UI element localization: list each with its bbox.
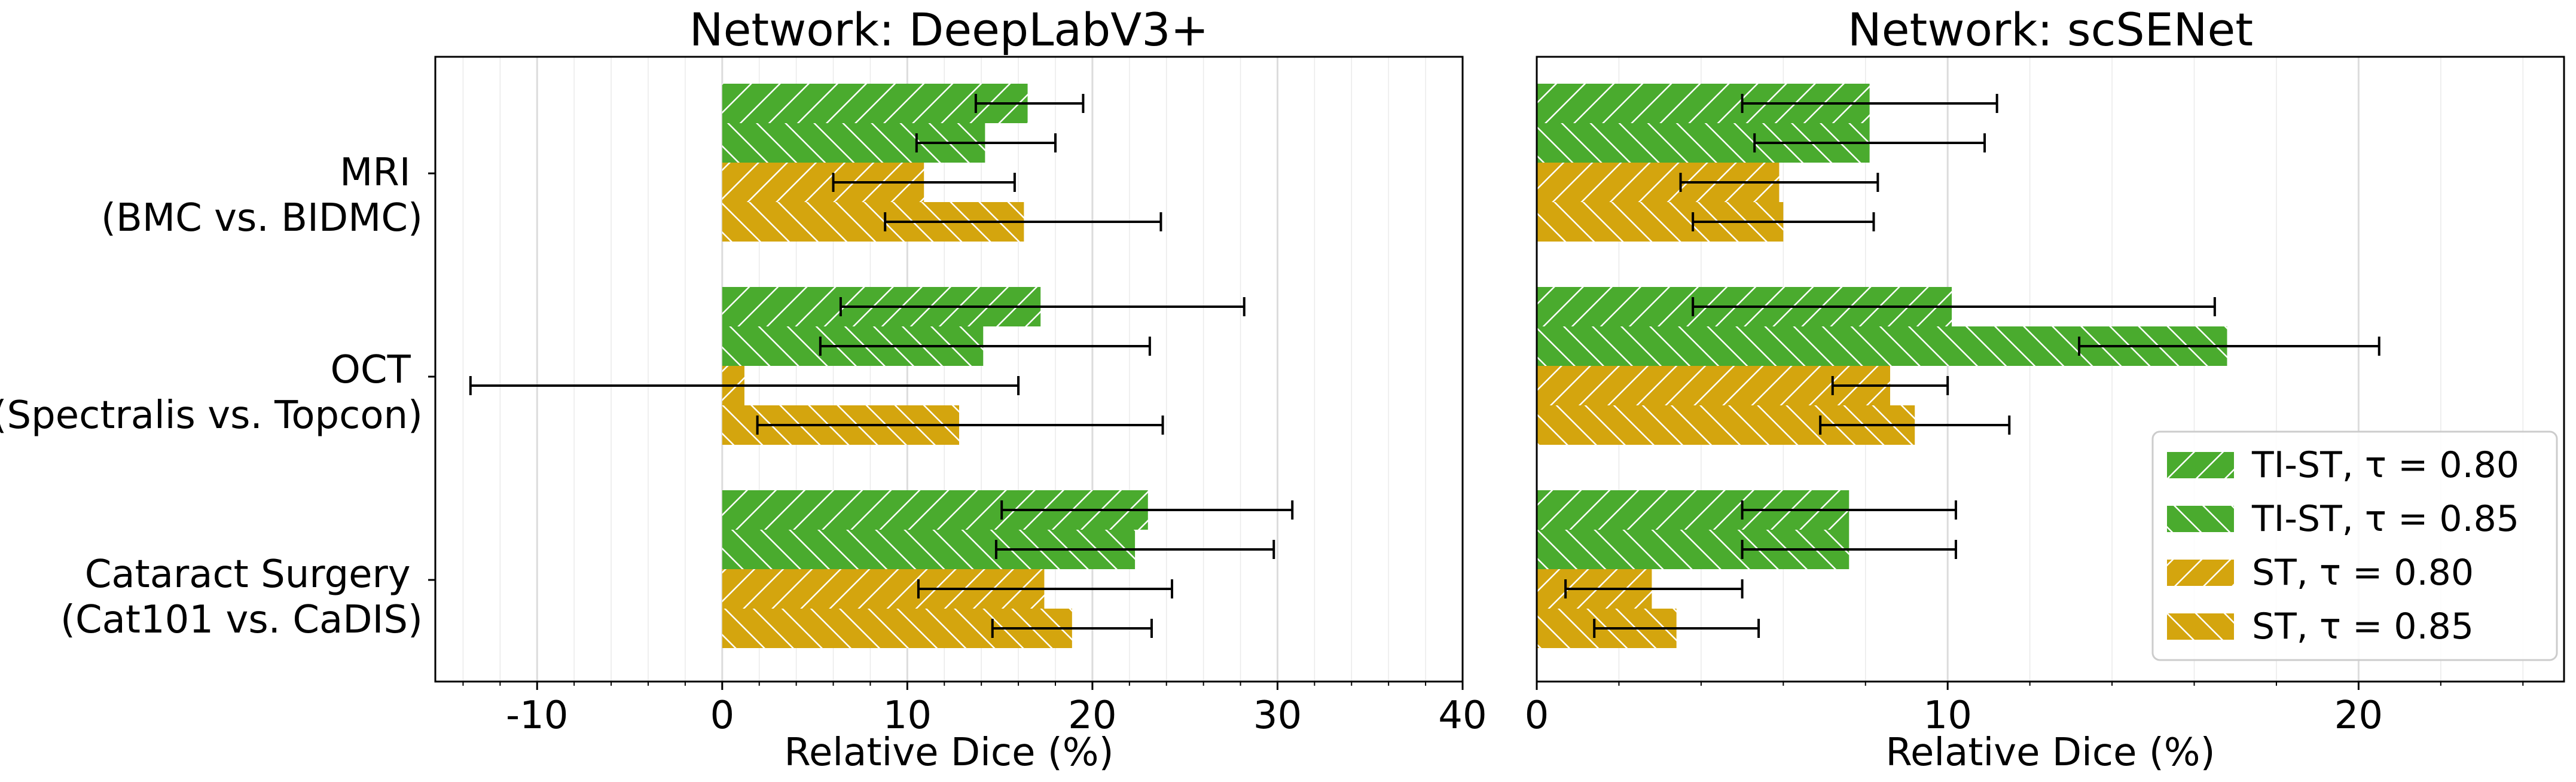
legend-item: TI-ST, τ = 0.80 [2167,444,2519,486]
legend: TI-ST, τ = 0.80 TI-ST, τ = 0.85 ST, τ = … [2151,430,2558,661]
error-bar [1564,579,1744,598]
error-bar [991,619,1153,638]
bars [1537,84,2227,648]
y-tick-label-line: (Spectralis vs. Topcon) [0,393,423,438]
error-bar [884,212,1162,231]
error-bar [1741,540,1957,559]
legend-label: ST, τ = 0.85 [2252,606,2474,647]
error-bar [1741,500,1957,520]
error-bar [832,173,1016,192]
error-bar [1692,297,2216,316]
legend-item: TI-ST, τ = 0.85 [2167,498,2519,540]
y-tick-marks [428,172,435,581]
x-tick-label: 20 [1068,694,1116,738]
error-bars [469,94,1294,638]
x-tick-label: 40 [1438,694,1487,738]
y-tick-label-line: (Cat101 vs. CaDIS) [60,598,423,642]
y-tick-labels: MRI (BMC vs. BIDMC) OCT (Spectralis vs. … [0,151,423,642]
bar [1537,366,1890,405]
error-bar [917,579,1174,598]
x-tick-label: 0 [1525,694,1549,738]
error-bar [756,416,1164,435]
x-axis-label: Relative Dice (%) [784,731,1113,775]
error-bar [1000,500,1294,520]
error-bar [1593,619,1760,638]
error-bar [819,337,1151,356]
error-bar [1679,173,1879,192]
legend-swatch [2167,452,2234,478]
legend-item: ST, τ = 0.85 [2167,606,2474,647]
error-bar [1692,212,1875,231]
chart-title: Network: DeepLabV3+ [689,3,1209,56]
error-bar [2078,337,2380,356]
x-tick-label: 10 [1923,694,1971,738]
legend-swatch [2167,506,2234,532]
plot-frame [1536,56,2565,683]
bars [722,84,1148,648]
y-tick-label-cataract: Cataract Surgery (Cat101 vs. CaDIS) [60,552,423,642]
error-bar [915,133,1057,152]
y-tick-label-line: (BMC vs. BIDMC) [101,196,423,240]
legend-frame [2151,430,2558,661]
legend-swatch [2167,560,2234,586]
legend-label: ST, τ = 0.80 [2252,552,2474,594]
y-tick-label-mri: MRI (BMC vs. BIDMC) [101,151,423,240]
error-bar [1741,94,1998,113]
error-bar [839,297,1246,316]
plot-frame [434,56,1464,683]
legend-swatch [2167,613,2234,640]
y-tick-label-line: Cataract Surgery [85,552,411,597]
x-tick-label: 10 [883,694,932,738]
error-bar [469,376,1020,395]
y-tick-label-line: MRI [340,151,411,195]
error-bar [1753,133,1986,152]
error-bar [1819,416,2011,435]
error-bar [1831,376,1949,395]
x-ticks: -10 0 10 20 30 40 [462,682,1487,738]
x-tick-label: -10 [506,694,569,738]
error-bars [1564,94,2380,638]
legend-item: ST, τ = 0.80 [2167,552,2474,594]
panel-scsenet: 0 10 20 Network: scSENet Relative Dice (%) [1525,3,2565,775]
y-tick-label-line: OCT [331,348,411,392]
legend-label: TI-ST, τ = 0.85 [2251,498,2519,540]
panel-deeplabv3plus: -10 0 10 20 30 40 Network: DeepLabV3+ Relativ… [0,3,1487,775]
x-tick-label: 20 [2334,694,2383,738]
error-bar [994,540,1275,559]
x-tick-label: 0 [710,694,734,738]
legend-label: TI-ST, τ = 0.80 [2251,444,2519,486]
x-axis-label: Relative Dice (%) [1885,731,2215,775]
chart-title: Network: scSENet [1848,3,2253,56]
y-tick-label-oct: OCT (Spectralis vs. Topcon) [0,348,423,438]
x-tick-label: 30 [1253,694,1302,738]
x-ticks: 0 10 20 [1525,682,2524,738]
error-bar [974,94,1085,113]
